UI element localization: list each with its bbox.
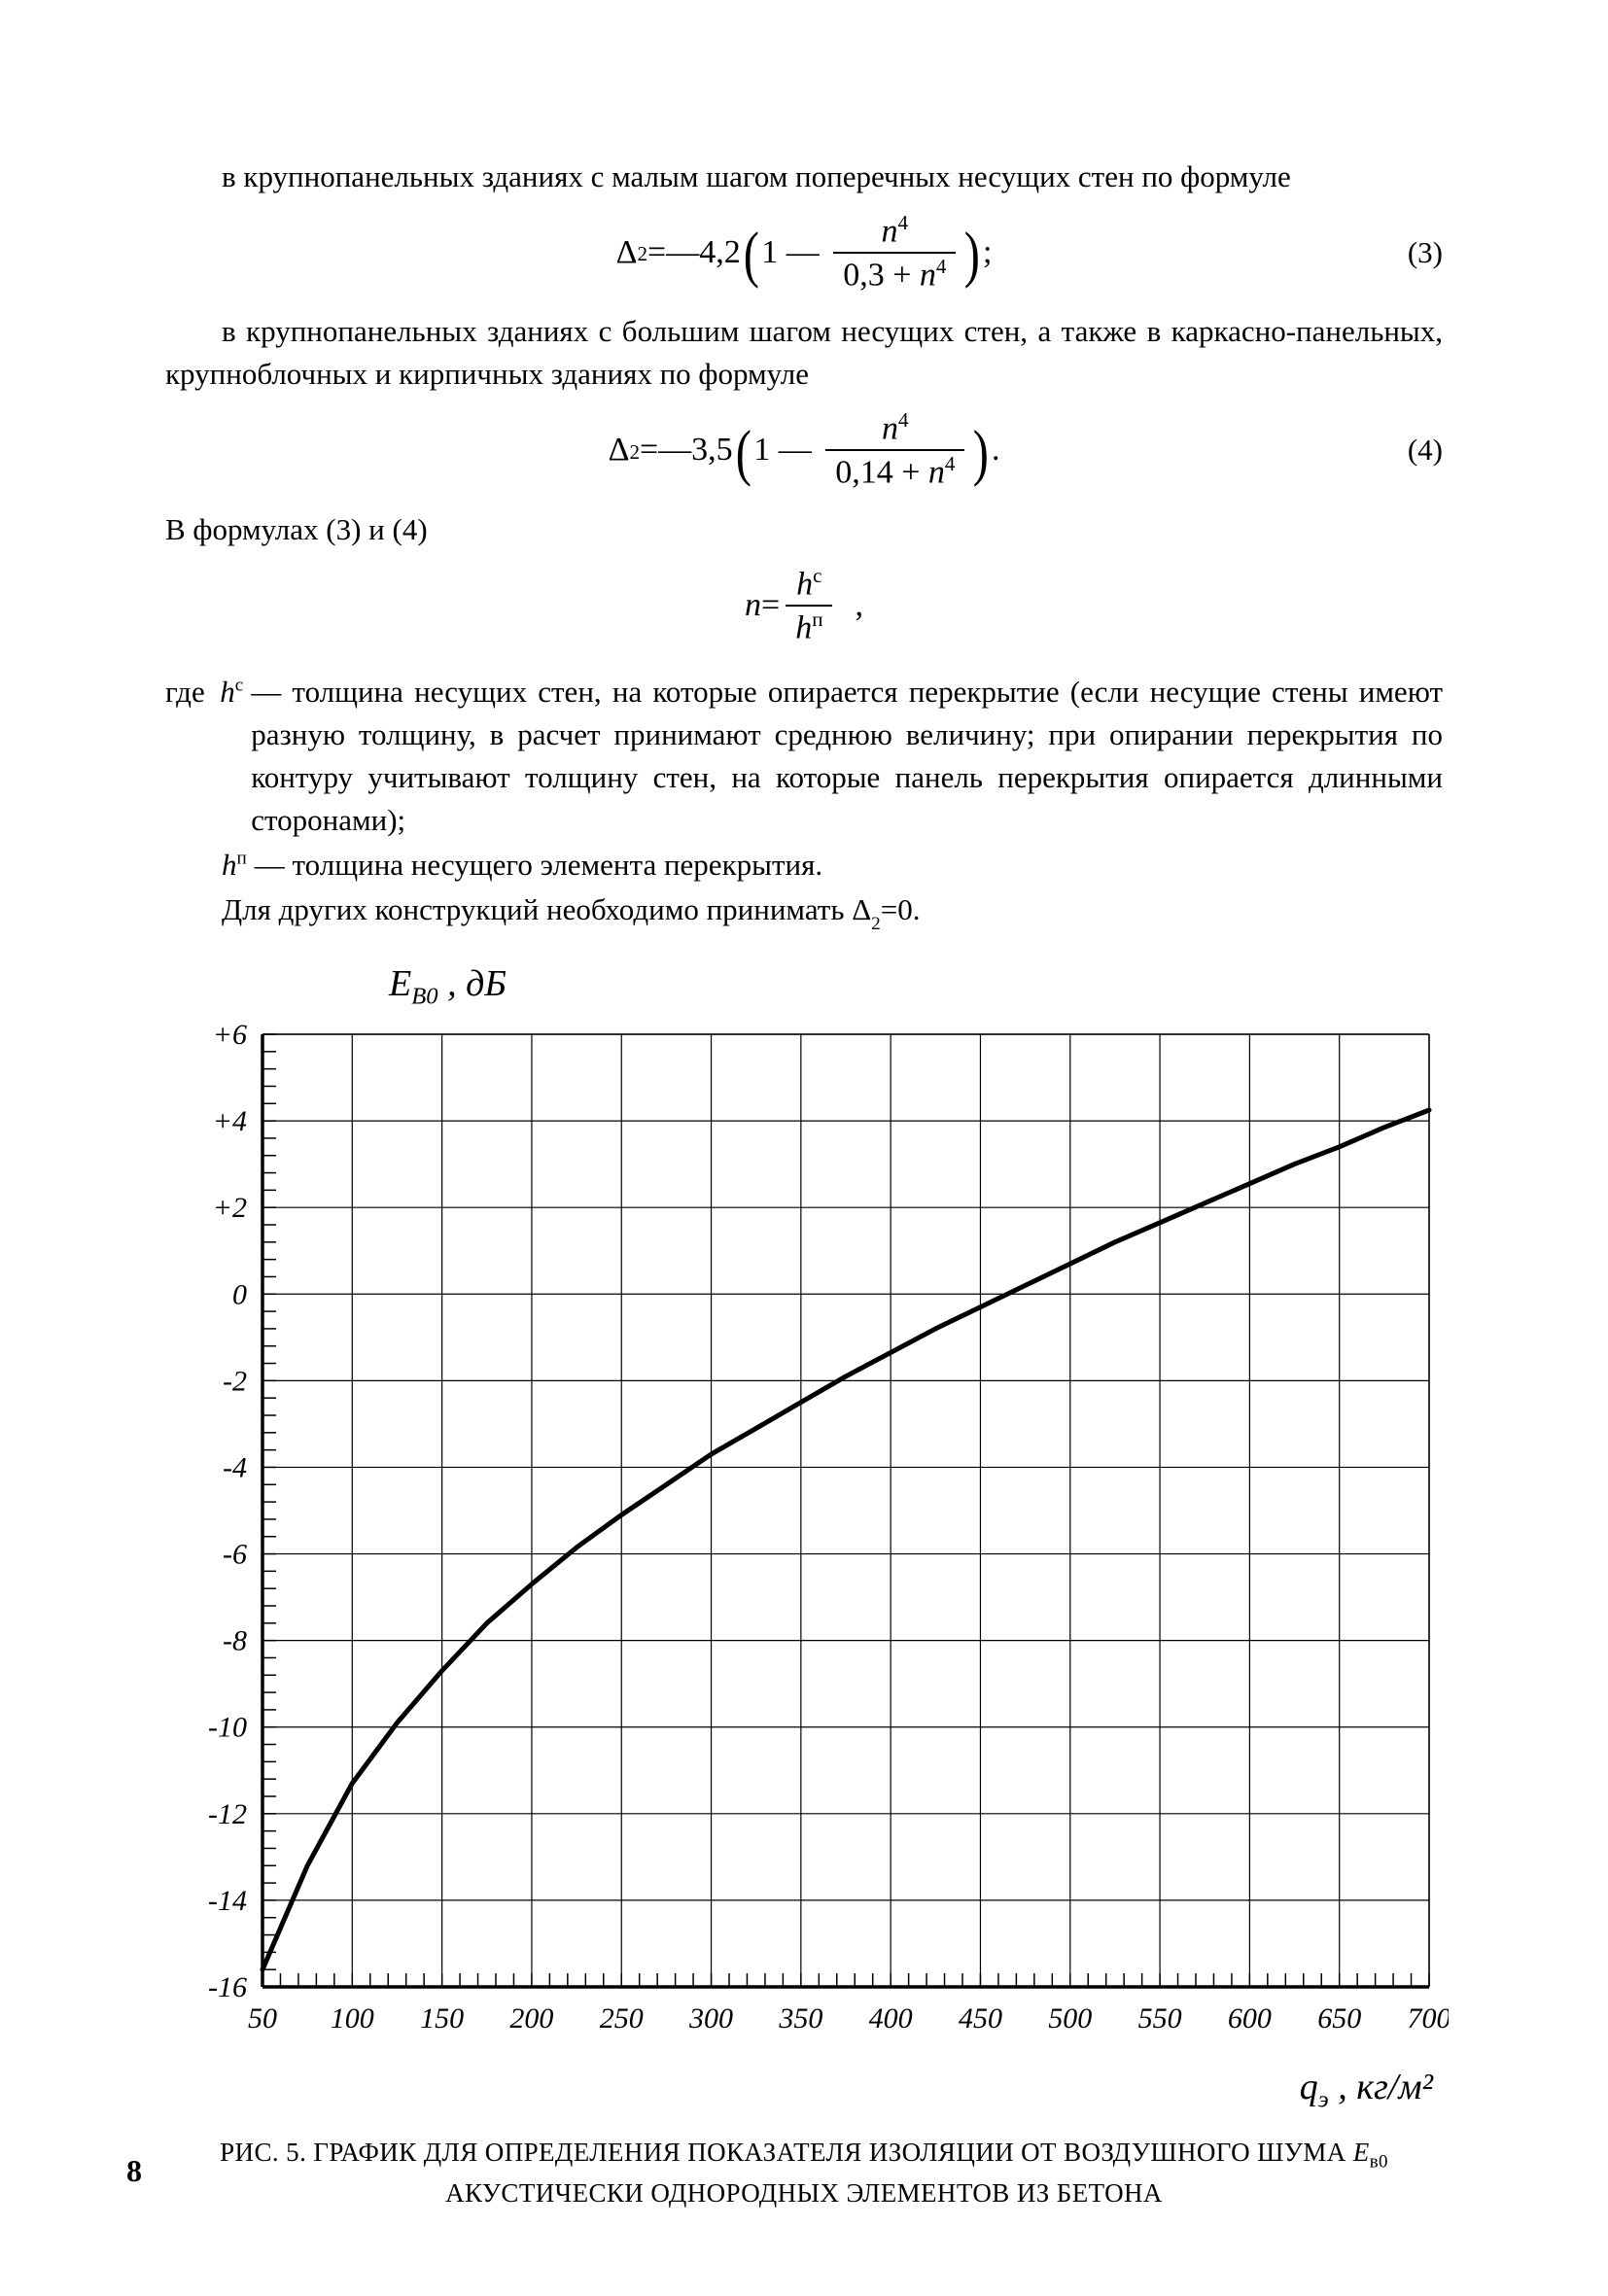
figure-caption: РИС. 5. ГРАФИК ДЛЯ ОПРЕДЕЛЕНИЯ ПОКАЗАТЕЛ… [165,2135,1443,2211]
svg-text:-4: -4 [223,1451,247,1483]
minus2: — [787,234,820,271]
eq-sign: = [640,432,658,469]
equation-number-4: (4) [1408,433,1443,468]
equation-n: n = hс hп , [165,565,1443,645]
definition-hc: где hс — толщина несущих стен, на которы… [165,671,1443,842]
delta-sub: 2 [637,242,647,266]
eq-sign: = [761,587,780,624]
delta-symbol: Δ [616,234,638,271]
svg-text:650: 650 [1317,2002,1361,2035]
delta-symbol: Δ [609,432,630,469]
svg-text:450: 450 [959,2002,1002,2035]
tail: , [855,587,863,624]
paragraph-3: В формулах (3) и (4) [165,508,1443,551]
x-axis-unit: qэ , кг/м² [156,2066,1443,2114]
minus: — [658,432,691,469]
definition-hp: hп — толщина несущего элемента перекрыти… [165,844,1443,887]
svg-text:100: 100 [331,2002,374,2035]
n-symbol: n [745,587,761,624]
svg-text:-14: -14 [208,1884,247,1916]
svg-text:-6: -6 [223,1538,247,1570]
svg-text:700: 700 [1408,2002,1450,2035]
equation-3: Δ2 = — 4,2 ( 1 — n4 0,3 + n4 ) ; (3) [165,212,1443,293]
equation-number-3: (3) [1408,235,1443,270]
svg-text:-8: -8 [223,1624,247,1656]
svg-text:400: 400 [869,2002,913,2035]
equation-4: Δ2 = — 3,5 ( 1 — n4 0,14 + n4 ) . (4) [165,409,1443,490]
chart: +6 +4 +2 0 -2 -4 -6 -8 -10 -12 -14 -1650 100 150 200 25… [156,1015,1449,2055]
svg-text:550: 550 [1138,2002,1182,2035]
coef: 3,5 [691,432,733,469]
tail: . [992,432,1000,469]
svg-text:0: 0 [232,1278,247,1310]
svg-text:500: 500 [1048,2002,1092,2035]
paragraph-1: в крупнопанельных зданиях с малым шагом … [165,156,1443,198]
page: в крупнопанельных зданиях с малым шагом … [0,0,1608,2296]
page-number: 8 [126,2153,142,2189]
fraction: n4 0,14 + n4 [825,409,964,490]
paragraph-2: в крупнопанельных зданиях с большим шаго… [165,310,1443,396]
svg-text:-12: -12 [208,1797,247,1829]
svg-text:600: 600 [1228,2002,1272,2035]
svg-text:-16: -16 [208,1971,247,2003]
fraction: n4 0,3 + n4 [833,212,956,293]
tail: ; [983,234,992,271]
delta-sub: 2 [629,440,640,465]
svg-text:-10: -10 [208,1711,247,1743]
svg-text:250: 250 [600,2002,644,2035]
fraction: hс hп [786,565,832,645]
one: 1 [761,234,778,271]
svg-text:300: 300 [688,2002,733,2035]
eq-sign: = [647,234,666,271]
svg-text:+4: +4 [213,1105,247,1137]
one: 1 [753,432,770,469]
svg-text:350: 350 [778,2002,822,2035]
svg-text:-2: -2 [223,1365,247,1397]
paragraph-4: Для других конструкций необходимо приним… [165,888,1443,934]
svg-text:+6: +6 [213,1019,247,1051]
chart-container: EВ0 , дБ +6 +4 +2 0 -2 -4 -6 -8 -10 -12 -14 -1650 10… [156,962,1443,2113]
svg-text:200: 200 [509,2002,553,2035]
coef: 4,2 [699,234,741,271]
svg-text:50: 50 [248,2002,277,2035]
minus: — [666,234,699,271]
y-axis-title: EВ0 , дБ [389,962,1443,1011]
svg-text:+2: +2 [213,1192,247,1224]
svg-text:150: 150 [420,2002,464,2035]
minus2: — [779,432,812,469]
